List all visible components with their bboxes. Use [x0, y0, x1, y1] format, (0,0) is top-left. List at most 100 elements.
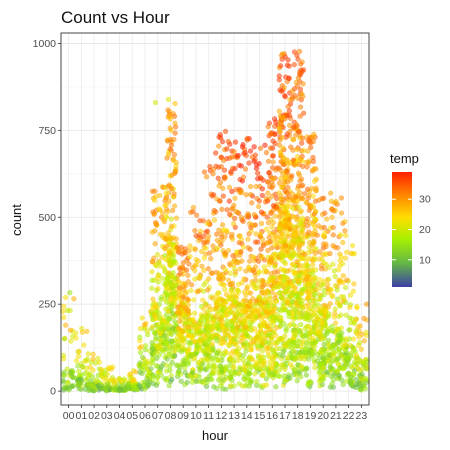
scatter-point [254, 299, 259, 304]
x-tick-label: 04 [114, 410, 126, 422]
scatter-point [207, 363, 212, 368]
scatter-point [63, 323, 68, 328]
scatter-point [202, 256, 207, 261]
scatter-point [229, 351, 234, 356]
scatter-point [241, 175, 246, 180]
scatter-point [248, 184, 253, 189]
scatter-point [137, 346, 142, 351]
scatter-point [246, 360, 251, 365]
scatter-point [165, 292, 170, 297]
scatter-point [149, 366, 154, 371]
scatter-point [291, 206, 296, 211]
x-axis-title: hour [202, 428, 229, 443]
scatter-point [252, 327, 257, 332]
scatter-point [152, 198, 157, 203]
scatter-point [268, 132, 273, 137]
scatter-point [248, 380, 253, 385]
scatter-point [254, 162, 259, 167]
scatter-point [187, 244, 192, 249]
scatter-point [249, 200, 254, 205]
scatter-point [268, 259, 273, 264]
scatter-point [155, 374, 160, 379]
scatter-point [220, 222, 225, 227]
scatter-point [265, 199, 270, 204]
scatter-point [280, 231, 285, 236]
scatter-point [293, 300, 298, 305]
scatter-point [203, 246, 208, 251]
scatter-point [313, 209, 318, 214]
scatter-point [207, 251, 212, 256]
scatter-point [228, 383, 233, 388]
scatter-point [285, 180, 290, 185]
scatter-point [297, 49, 302, 54]
scatter-point [322, 261, 327, 266]
legend: temp 102030 [390, 151, 431, 287]
scatter-point [201, 234, 206, 239]
scatter-point [168, 263, 173, 268]
scatter-point [306, 250, 311, 255]
scatter-point [364, 302, 369, 307]
scatter-point [296, 57, 301, 62]
scatter-point [349, 375, 354, 380]
scatter-point [165, 139, 170, 144]
scatter-point [111, 379, 116, 384]
scatter-point [257, 269, 262, 274]
scatter-point [228, 356, 233, 361]
scatter-point [239, 190, 244, 195]
scatter-point [277, 109, 282, 114]
scatter-point [311, 311, 316, 316]
x-tick-label: 20 [317, 410, 329, 422]
scatter-point [322, 211, 327, 216]
scatter-point [291, 137, 296, 142]
scatter-point [182, 301, 187, 306]
scatter-point [282, 344, 287, 349]
scatter-point [247, 161, 252, 166]
scatter-point [71, 296, 76, 301]
scatter-point [328, 191, 333, 196]
scatter-point [328, 251, 333, 256]
x-tick-label: 06 [139, 410, 151, 422]
scatter-point [295, 344, 300, 349]
scatter-point [76, 349, 81, 354]
scatter-point [232, 372, 237, 377]
scatter-point [222, 175, 227, 180]
scatter-point [300, 183, 305, 188]
scatter-point [188, 210, 193, 215]
scatter-point [153, 351, 158, 356]
scatter-point [260, 280, 265, 285]
scatter-point [201, 289, 206, 294]
scatter-point [270, 225, 275, 230]
scatter-point [74, 358, 79, 363]
scatter-point [317, 369, 322, 374]
scatter-point [259, 357, 264, 362]
scatter-point [333, 307, 338, 312]
scatter-point [317, 297, 322, 302]
scatter-point [273, 384, 278, 389]
scatter-point [254, 335, 259, 340]
scatter-point [85, 357, 90, 362]
scatter-point [330, 294, 335, 299]
scatter-point [277, 284, 282, 289]
x-tick-label: 09 [177, 410, 189, 422]
scatter-point [216, 144, 221, 149]
scatter-point [165, 277, 170, 282]
scatter-point [246, 237, 251, 242]
scatter-point [224, 387, 229, 392]
scatter-point [202, 170, 207, 175]
scatter-point [317, 198, 322, 203]
scatter-point [279, 185, 284, 190]
scatter-point [348, 343, 353, 348]
scatter-point [320, 361, 325, 366]
scatter-point [223, 129, 228, 134]
scatter-point [310, 257, 315, 262]
scatter-point [287, 109, 292, 114]
scatter-point [214, 306, 219, 311]
scatter-point [271, 203, 276, 208]
scatter-point [166, 108, 171, 113]
scatter-point [219, 243, 224, 248]
scatter-point [233, 140, 238, 145]
scatter-point [310, 134, 315, 139]
scatter-point [166, 153, 171, 158]
scatter-point [298, 62, 303, 67]
scatter-point [220, 320, 225, 325]
